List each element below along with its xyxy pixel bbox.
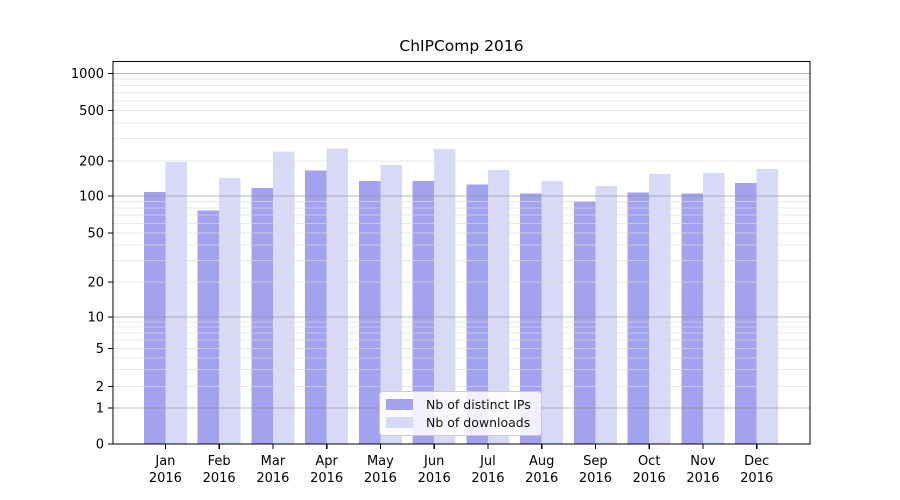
- x-tick-label-month: Oct: [638, 454, 660, 469]
- x-tick-label-year: 2016: [740, 471, 773, 486]
- y-tick-label: 10: [87, 311, 104, 326]
- legend: Nb of distinct IPs Nb of downloads: [379, 391, 542, 436]
- bar-distinct-ips: [412, 180, 435, 444]
- bar-distinct-ips: [520, 193, 542, 444]
- legend-item: Nb of distinct IPs: [386, 397, 541, 412]
- bar-distinct-ips: [305, 170, 327, 444]
- y-tick-label: 2: [96, 380, 104, 395]
- bar-distinct-ips: [735, 183, 757, 444]
- legend-swatch-distinct-ips: [386, 399, 413, 410]
- x-tick-label-year: 2016: [418, 471, 451, 486]
- x-tick-label-month: Jul: [479, 454, 496, 469]
- x-tick-label-month: May: [367, 454, 394, 469]
- x-tick-label-month: Sep: [583, 454, 608, 469]
- x-tick-label-month: Jan: [154, 454, 175, 469]
- legend-item: Nb of downloads: [386, 415, 541, 430]
- bar-distinct-ips: [251, 188, 273, 444]
- x-tick-label-month: Jun: [423, 454, 444, 469]
- bar-downloads: [541, 180, 564, 444]
- bar-distinct-ips: [466, 184, 488, 444]
- x-tick-label-year: 2016: [149, 471, 182, 486]
- bar-distinct-ips: [573, 201, 596, 444]
- bar-distinct-ips: [358, 180, 381, 444]
- y-tick-label: 5: [96, 342, 104, 357]
- bar-downloads: [595, 185, 617, 444]
- bar-distinct-ips: [681, 193, 703, 444]
- bar-downloads: [756, 168, 779, 444]
- x-tick-label-year: 2016: [686, 471, 719, 486]
- bar-distinct-ips: [627, 192, 650, 444]
- y-tick-label: 1: [96, 402, 104, 417]
- x-tick-label-year: 2016: [256, 471, 289, 486]
- chart-title: ChIPComp 2016: [399, 37, 524, 55]
- y-tick-label: 500: [79, 104, 104, 119]
- bar-downloads: [272, 151, 295, 444]
- bar-downloads: [649, 173, 671, 444]
- bar-downloads: [219, 177, 241, 445]
- x-tick-label-month: Mar: [261, 454, 286, 469]
- x-tick-label-year: 2016: [471, 471, 504, 486]
- y-tick-label: 1000: [71, 67, 104, 82]
- x-tick-label-year: 2016: [364, 471, 397, 486]
- x-tick-label-month: Apr: [315, 454, 338, 469]
- bar-downloads: [380, 164, 402, 444]
- legend-swatch-downloads: [386, 417, 413, 428]
- x-tick-label-year: 2016: [579, 471, 612, 486]
- x-tick-label-month: Feb: [208, 454, 231, 469]
- x-tick-label-month: Dec: [744, 454, 769, 469]
- plot-border: [112, 60, 811, 445]
- legend-label: Nb of downloads: [426, 415, 531, 430]
- legend-label: Nb of distinct IPs: [426, 397, 531, 412]
- y-tick-label: 200: [79, 155, 104, 170]
- bar-downloads: [165, 162, 187, 444]
- y-tick-label: 50: [87, 227, 104, 242]
- y-tick-label: 0: [96, 438, 104, 453]
- bar-downloads: [326, 148, 349, 444]
- x-tick-label-year: 2016: [310, 471, 343, 486]
- x-tick-label-month: Aug: [529, 454, 554, 469]
- bar-distinct-ips: [143, 192, 166, 444]
- x-tick-label-year: 2016: [525, 471, 558, 486]
- bar-downloads: [487, 170, 510, 444]
- x-tick-label-month: Nov: [690, 454, 716, 469]
- bar-downloads: [702, 172, 725, 444]
- y-tick-label: 100: [79, 190, 104, 205]
- y-tick-label: 20: [87, 276, 104, 291]
- x-tick-label-year: 2016: [203, 471, 236, 486]
- x-tick-label-year: 2016: [633, 471, 666, 486]
